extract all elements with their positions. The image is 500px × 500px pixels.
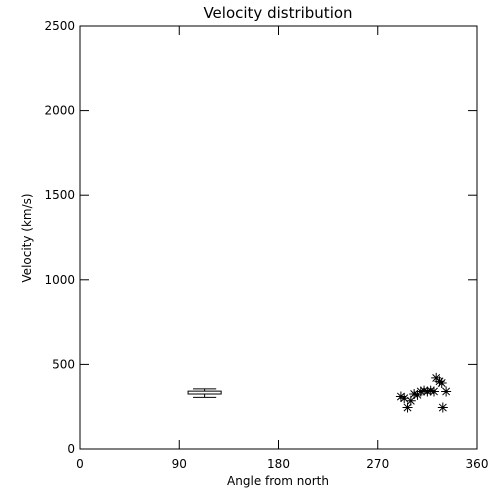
x-tick-label: 180: [267, 457, 290, 471]
data-point-asterisk: [419, 385, 430, 396]
data-point-asterisk: [422, 386, 433, 397]
y-tick-label: 2500: [44, 19, 75, 33]
box-rect: [187, 390, 222, 395]
data-point-asterisk: [409, 389, 420, 400]
data-point-asterisk: [436, 378, 447, 389]
x-tick-label: 360: [466, 457, 489, 471]
y-tick-label: 0: [67, 442, 75, 456]
data-point-asterisk: [437, 402, 448, 413]
x-axis-label: Angle from north: [227, 474, 329, 488]
data-point-asterisk: [402, 402, 413, 413]
y-tick-label: 500: [52, 357, 75, 371]
y-tick-label: 2000: [44, 104, 75, 118]
y-tick-label: 1500: [44, 188, 75, 202]
x-axis-ticks: 0 90 180 270 360: [76, 26, 488, 471]
data-point-asterisk: [425, 385, 436, 396]
x-tick-label: 90: [172, 457, 187, 471]
y-axis-ticks: 0 500 1000 1500 2000 2500: [44, 19, 477, 456]
data-point-asterisk: [405, 395, 416, 406]
x-tick-label: 270: [366, 457, 389, 471]
data-point-asterisk: [441, 386, 452, 397]
data-point-asterisk: [428, 386, 439, 397]
data-point-asterisk: [395, 391, 406, 402]
data-point-asterisk: [399, 393, 410, 404]
data-point-asterisk: [415, 386, 426, 397]
box-plot: [187, 388, 222, 398]
y-tick-label: 1000: [44, 273, 75, 287]
y-axis-label: Velocity (km/s): [20, 193, 34, 282]
data-points: [395, 372, 452, 413]
x-tick-label: 0: [76, 457, 84, 471]
plot-frame: [79, 25, 478, 450]
chart-title: Velocity distribution: [203, 4, 352, 22]
